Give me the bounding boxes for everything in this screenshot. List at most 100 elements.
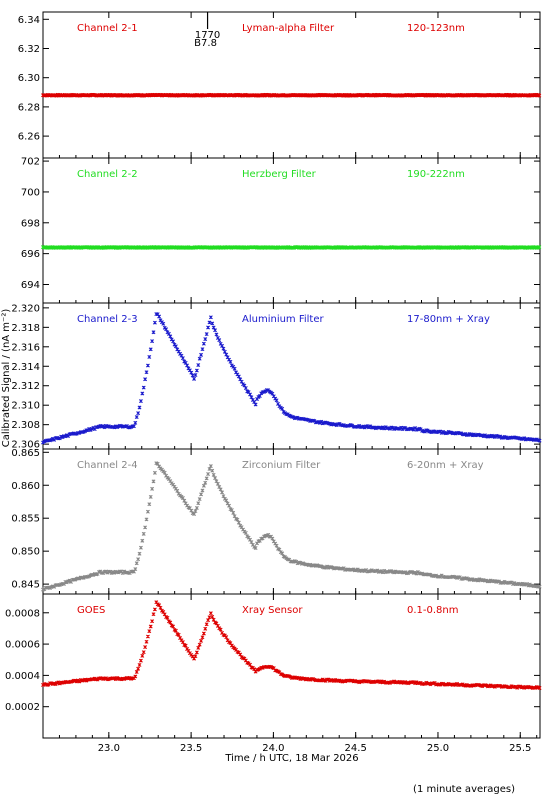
- event-label-1: 1770: [195, 30, 220, 41]
- data-point: [537, 93, 542, 98]
- data-point: [537, 245, 542, 250]
- data-point: [210, 614, 215, 619]
- data-point: [157, 314, 162, 319]
- panel-2: 694 696 698 700 702 Channel 2-2 Herzberg Filte…: [21, 157, 542, 304]
- data-point: [280, 406, 285, 411]
- data-point: [196, 645, 201, 650]
- data-point: [206, 618, 211, 623]
- data-point: [200, 635, 205, 640]
- data-point: [224, 498, 229, 503]
- data-point: [199, 492, 204, 497]
- panel-name: GOES: [77, 605, 105, 616]
- data-point: [133, 674, 138, 679]
- data-point: [185, 363, 190, 368]
- y-tick-label: 0.0002: [5, 702, 40, 713]
- data-point: [208, 611, 213, 616]
- data-point: [148, 494, 153, 499]
- panel-5: 0.0002 0.0004 0.0006 0.0008 GOES Xray Sensor 0…: [5, 593, 542, 739]
- data-point: [537, 584, 542, 589]
- data-point: [145, 363, 150, 368]
- data-point: [215, 481, 220, 486]
- data-point: [183, 643, 188, 648]
- data-point: [148, 347, 153, 352]
- panel-name: Channel 2-3: [77, 314, 138, 325]
- data-point: [180, 356, 185, 361]
- panel-filter: Xray Sensor: [242, 605, 303, 616]
- data-point: [193, 373, 198, 377]
- y-tick-label: 2.316: [11, 342, 40, 353]
- panel-band: 6-20nm + Xray: [407, 460, 484, 471]
- data-point: [218, 627, 223, 632]
- data-point: [141, 531, 146, 536]
- series-points: [41, 92, 542, 98]
- data-point: [147, 354, 152, 359]
- data-point: [136, 411, 141, 416]
- data-point: [210, 321, 215, 326]
- data-point: [201, 341, 206, 346]
- panel-band: 120-123nm: [407, 23, 465, 34]
- y-tick-label: 0.860: [11, 481, 40, 492]
- y-tick-label: 696: [21, 249, 40, 260]
- data-point: [203, 480, 208, 485]
- data-point: [133, 567, 138, 572]
- data-point: [150, 619, 155, 624]
- data-point: [235, 517, 240, 522]
- data-point: [151, 479, 156, 484]
- y-tick-label: 2.312: [11, 381, 40, 392]
- y-tick-label: 700: [21, 187, 40, 198]
- panel-band: 0.1-0.8nm: [407, 605, 459, 616]
- data-point: [189, 370, 194, 375]
- data-point: [194, 650, 199, 655]
- data-point: [133, 420, 138, 425]
- y-tick-label: 6.28: [18, 102, 40, 113]
- data-point: [173, 344, 178, 349]
- panel-filter: Aluminium Filter: [242, 314, 325, 325]
- data-point: [206, 325, 211, 330]
- data-point: [203, 337, 208, 342]
- data-point: [207, 320, 212, 325]
- data-point: [134, 670, 139, 674]
- data-point: [138, 658, 143, 663]
- data-point: [140, 653, 145, 658]
- data-point: [194, 506, 199, 510]
- data-point: [144, 517, 149, 522]
- data-point: [151, 612, 156, 617]
- data-point: [180, 640, 185, 645]
- data-point: [200, 347, 205, 352]
- data-point: [168, 334, 173, 339]
- data-point: [138, 545, 143, 550]
- data-point: [193, 509, 198, 514]
- data-point: [175, 488, 180, 493]
- data-point: [176, 632, 181, 637]
- data-point: [208, 315, 213, 320]
- data-point: [136, 666, 141, 671]
- data-point: [199, 638, 204, 643]
- data-point: [210, 468, 215, 473]
- data-point: [274, 543, 279, 548]
- data-point: [173, 628, 178, 633]
- data-point: [197, 497, 202, 502]
- data-point: [201, 483, 206, 488]
- data-point: [137, 662, 142, 667]
- data-point: [537, 686, 542, 690]
- data-point: [214, 332, 219, 337]
- data-point: [274, 398, 279, 403]
- panel-1: 6.26 6.28 6.30 6.32 6.34 Channel 2-1 Lyman-alp…: [18, 11, 542, 159]
- data-point: [232, 366, 237, 371]
- data-point: [164, 327, 169, 332]
- data-point: [204, 622, 209, 627]
- panel-filter: Herzberg Filter: [242, 169, 317, 180]
- data-point: [141, 650, 146, 655]
- y-tick-label: 698: [21, 218, 40, 229]
- data-point: [138, 399, 143, 404]
- data-point: [143, 525, 148, 530]
- footnote: (1 minute averages): [413, 784, 515, 795]
- y-tick-label: 2.308: [11, 420, 40, 431]
- data-point: [280, 551, 285, 556]
- panel-4: 0.845 0.850 0.855 0.860 0.865 Channel 2-4 Zirc…: [11, 448, 542, 595]
- data-point: [143, 645, 148, 650]
- data-point: [152, 320, 157, 325]
- y-tick-label: 2.314: [11, 362, 40, 373]
- data-point: [243, 530, 248, 535]
